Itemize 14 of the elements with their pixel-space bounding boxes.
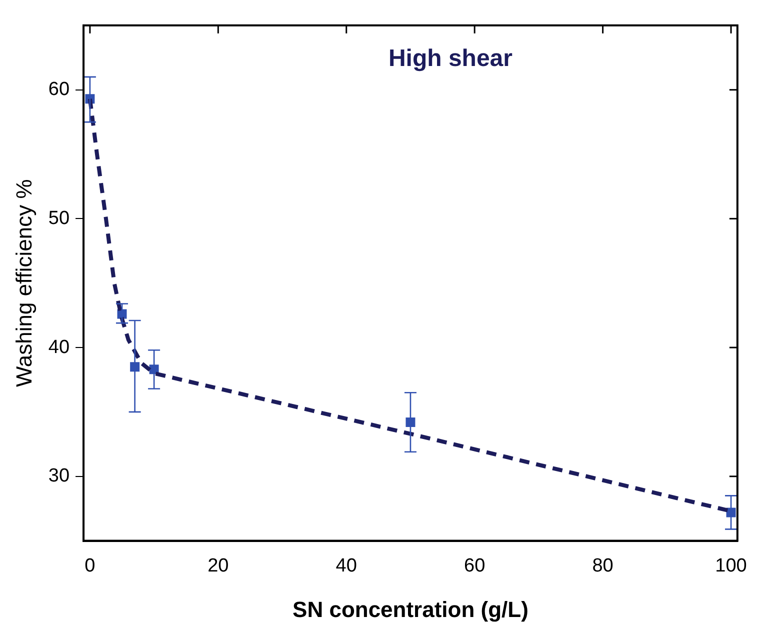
- x-tick-label: 20: [208, 555, 229, 576]
- y-axis-title: Washing efficiency %: [11, 179, 36, 388]
- x-tick-label: 60: [464, 555, 486, 576]
- x-axis-title: SN concentration (g/L): [292, 596, 528, 622]
- x-tick-label: 0: [84, 555, 96, 576]
- y-tick-label: 60: [48, 79, 70, 100]
- y-tick-label: 30: [48, 466, 70, 487]
- y-tick-label: 50: [48, 208, 70, 229]
- x-tick-label: 100: [715, 555, 747, 576]
- x-tick-label: 40: [336, 555, 357, 576]
- x-tick-label: 80: [592, 555, 614, 576]
- point: [406, 418, 416, 427]
- text: High shear: [388, 45, 512, 72]
- y-tick-label: 40: [48, 336, 70, 358]
